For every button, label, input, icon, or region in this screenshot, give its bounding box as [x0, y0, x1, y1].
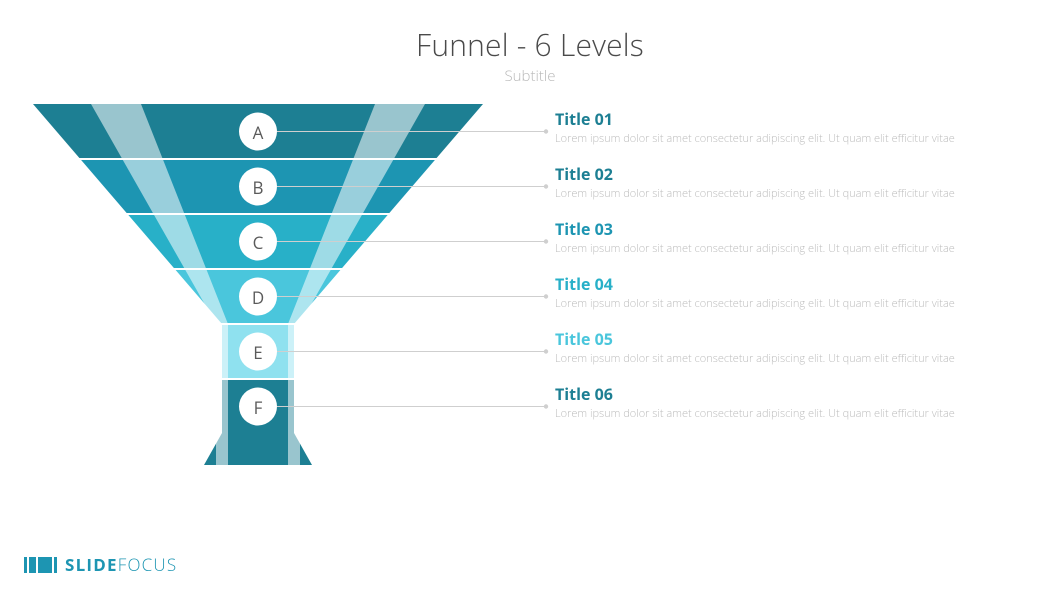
level-badge-label-4: E: [253, 341, 262, 364]
level-body-5: Lorem ipsum dolor sit amet consectetur a…: [555, 407, 1025, 422]
level-desc-5: Title 06 Lorem ipsum dolor sit amet conse…: [555, 383, 1025, 438]
brand-bars-icon: [24, 557, 57, 573]
connector-dot-0: [544, 129, 548, 133]
level-body-0: Lorem ipsum dolor sit amet consectetur a…: [555, 132, 1025, 147]
level-title-3: Title 04: [555, 273, 1025, 295]
brand-thin: FOCUS: [118, 553, 178, 576]
level-desc-1: Title 02 Lorem ipsum dolor sit amet conse…: [555, 163, 1025, 218]
funnel-highlight-right: [288, 104, 425, 465]
level-title-2: Title 03: [555, 218, 1025, 240]
level-desc-0: Title 01 Lorem ipsum dolor sit amet conse…: [555, 108, 1025, 163]
connector-dot-1: [544, 184, 548, 188]
funnel-highlight-left: [91, 104, 228, 465]
level-body-2: Lorem ipsum dolor sit amet consectetur a…: [555, 242, 1025, 257]
connector-dot-3: [544, 294, 548, 298]
level-desc-4: Title 05 Lorem ipsum dolor sit amet conse…: [555, 328, 1025, 383]
brand-logo: SLIDEFOCUS: [24, 553, 177, 576]
level-desc-3: Title 04 Lorem ipsum dolor sit amet conse…: [555, 273, 1025, 328]
level-desc-2: Title 03 Lorem ipsum dolor sit amet conse…: [555, 218, 1025, 273]
connector-dot-5: [544, 404, 548, 408]
brand-text: SLIDEFOCUS: [65, 553, 177, 576]
level-badge-label-1: B: [253, 176, 264, 199]
level-body-1: Lorem ipsum dolor sit amet consectetur a…: [555, 187, 1025, 202]
level-badge-label-3: D: [252, 286, 264, 309]
level-badge-label-5: F: [254, 396, 263, 419]
level-badge-label-0: A: [253, 121, 264, 144]
connector-dot-4: [544, 349, 548, 353]
brand-bold: SLIDE: [65, 553, 118, 576]
level-badge-label-2: C: [253, 231, 264, 254]
level-body-4: Lorem ipsum dolor sit amet consectetur a…: [555, 352, 1025, 367]
connector-dot-2: [544, 239, 548, 243]
level-body-3: Lorem ipsum dolor sit amet consectetur a…: [555, 297, 1025, 312]
level-descriptions: Title 01 Lorem ipsum dolor sit amet conse…: [555, 108, 1025, 438]
level-title-5: Title 06: [555, 383, 1025, 405]
level-title-0: Title 01: [555, 108, 1025, 130]
slide: Funnel - 6 Levels Subtitle ABCDEF Title …: [0, 0, 1060, 596]
level-title-1: Title 02: [555, 163, 1025, 185]
level-title-4: Title 05: [555, 328, 1025, 350]
